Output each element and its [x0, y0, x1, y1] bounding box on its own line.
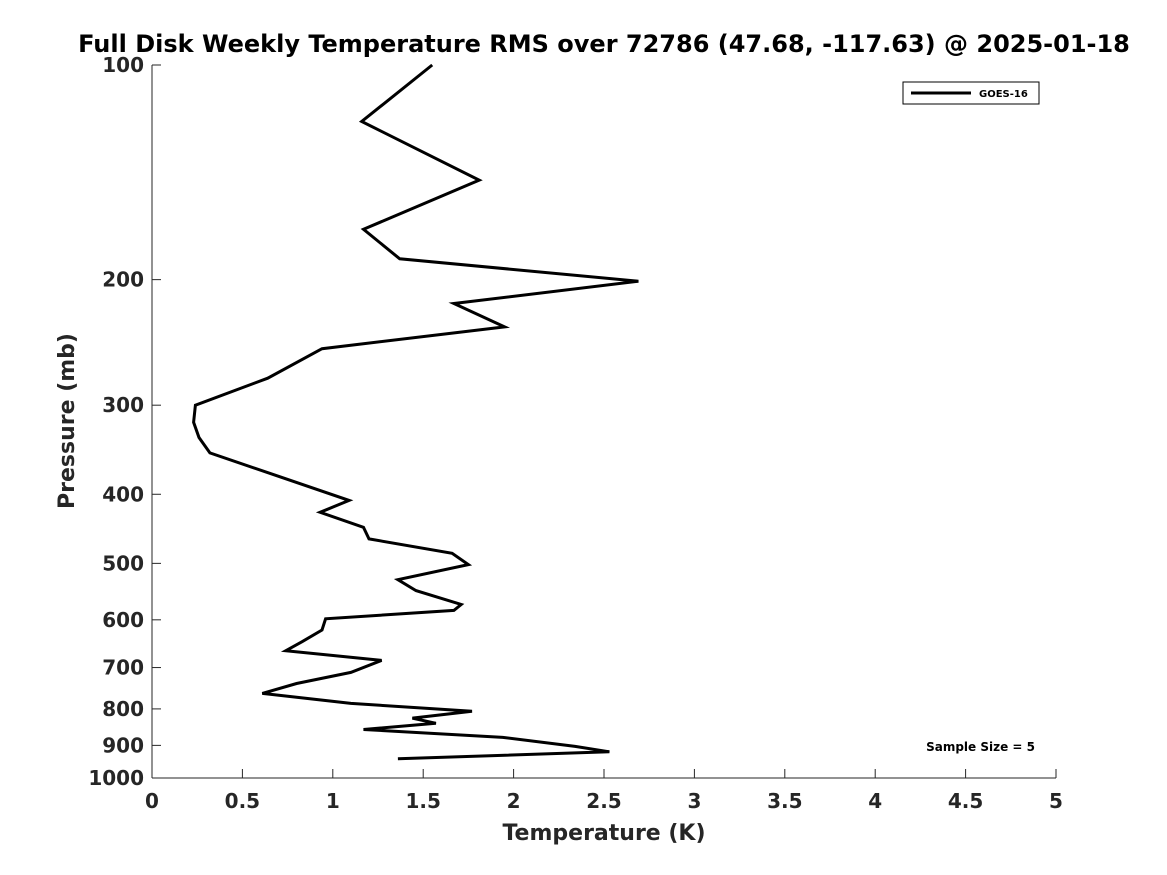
chart-title: Full Disk Weekly Temperature RMS over 72…: [78, 30, 1130, 58]
x-axis-ticks: 0 0.5 1 1.5 2 2.5 3 3.5 4 4.5 5: [145, 769, 1063, 813]
plot-area: [152, 65, 1056, 778]
series-group: [192, 63, 639, 761]
x-tick-label: 4: [868, 789, 882, 813]
x-tick-label: 0: [145, 789, 159, 813]
x-axis-label: Temperature (K): [502, 821, 705, 846]
y-tick-label: 600: [102, 608, 144, 632]
x-tick-label: 3: [687, 789, 701, 813]
x-tick-label: 2.5: [586, 789, 621, 813]
y-tick-label: 200: [102, 268, 144, 292]
series-line-0: [192, 63, 639, 761]
x-tick-label: 3.5: [767, 789, 802, 813]
y-tick-label: 800: [102, 697, 144, 721]
y-tick-label: 100: [102, 53, 144, 77]
x-tick-label: 1.5: [405, 789, 440, 813]
y-tick-label: 700: [102, 656, 144, 680]
x-tick-label: 5: [1049, 789, 1063, 813]
legend-label: GOES-16: [979, 89, 1028, 100]
y-axis-label: Pressure (mb): [55, 333, 80, 509]
sample-size-annotation: Sample Size = 5: [926, 740, 1035, 754]
legend: GOES-16: [902, 81, 1040, 105]
x-tick-label: 2: [507, 789, 521, 813]
y-tick-label: 900: [102, 733, 144, 757]
y-tick-label: 1000: [88, 766, 144, 790]
x-tick-label: 0.5: [225, 789, 260, 813]
y-tick-label: 300: [102, 393, 144, 417]
y-axis-ticks: 100 200 300 400 500 600 700 800 900 1000: [88, 53, 161, 790]
x-tick-label: 1: [326, 789, 340, 813]
x-tick-label: 4.5: [948, 789, 983, 813]
y-tick-label: 500: [102, 551, 144, 575]
y-tick-label: 400: [102, 482, 144, 506]
